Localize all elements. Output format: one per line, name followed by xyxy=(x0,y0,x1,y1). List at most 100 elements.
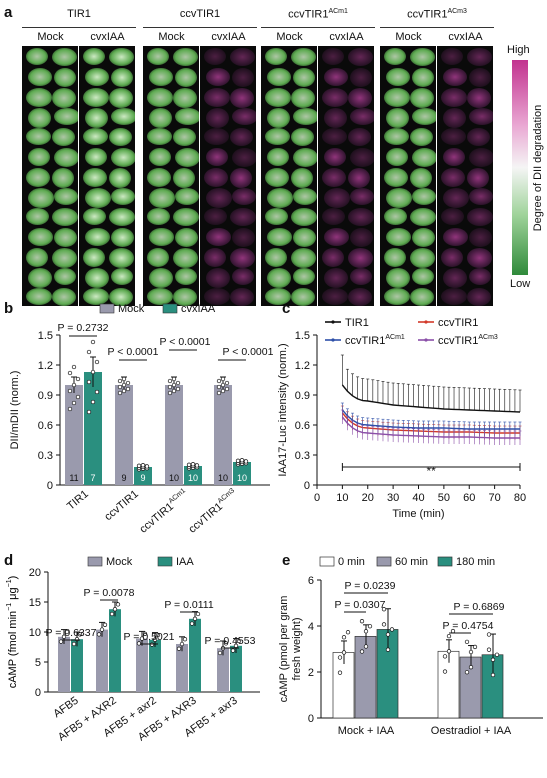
nucleus-cell xyxy=(469,228,492,247)
nucleus-cell xyxy=(173,88,197,108)
data-point xyxy=(468,649,474,655)
nucleus-cell xyxy=(443,108,466,128)
nucleus-cell xyxy=(28,68,52,86)
nucleus-cell xyxy=(83,208,106,225)
data-point xyxy=(75,394,81,400)
group-divider xyxy=(380,27,494,28)
nucleus-cell xyxy=(412,148,436,167)
nucleus-cell xyxy=(54,188,78,205)
nucleus-cell xyxy=(467,208,493,226)
x-tick-label: 20 xyxy=(362,492,374,504)
data-point xyxy=(385,647,391,652)
nucleus-cell xyxy=(54,108,78,125)
data-point xyxy=(236,638,242,644)
nucleus-cell xyxy=(26,248,48,267)
nucleus-cell xyxy=(410,208,436,226)
data-point xyxy=(486,647,492,652)
y-tick-label: 15 xyxy=(29,597,41,609)
data-point xyxy=(220,382,226,388)
bar-mock xyxy=(96,629,108,692)
y-tick-label: 1.5 xyxy=(38,330,53,342)
data-point xyxy=(490,672,496,678)
nucleus-cell xyxy=(348,88,372,108)
nucleus-cell xyxy=(149,228,174,246)
nucleus-cell xyxy=(230,168,252,188)
series-line xyxy=(341,409,520,430)
data-point xyxy=(71,400,77,406)
y-tick-label: 0 xyxy=(308,713,314,725)
micrograph-mock xyxy=(261,46,317,306)
nucleus-cell xyxy=(293,148,317,167)
data-point xyxy=(235,458,241,463)
x-tick-label: 0 xyxy=(314,492,320,504)
colorbar-high-label: High xyxy=(507,44,530,56)
nucleus-cell xyxy=(111,148,135,167)
nucleus-cell xyxy=(52,128,75,146)
nucleus-cell xyxy=(441,248,463,267)
x-tick-label: 10 xyxy=(336,492,348,504)
nucleus-cell xyxy=(443,148,465,166)
data-point xyxy=(385,632,391,637)
data-point xyxy=(442,654,448,659)
nucleus-cell xyxy=(384,88,410,107)
nucleus-cell xyxy=(230,248,255,268)
nucleus-cell xyxy=(175,268,197,285)
p-value: P = 0.0111 xyxy=(164,599,213,611)
n-label-mock: 10 xyxy=(218,473,228,483)
nucleus-cell xyxy=(467,128,490,146)
n-label-mock: 10 xyxy=(169,473,179,483)
data-point xyxy=(472,644,478,650)
n-label-treat: 9 xyxy=(140,473,145,483)
y-axis-label-line2: fresh weight) xyxy=(291,618,303,681)
nucleus-cell xyxy=(26,208,49,225)
x-axis-label: Time (min) xyxy=(392,508,444,520)
nucleus-cell xyxy=(232,268,254,285)
category-label: ccvTIR1ACm1 xyxy=(137,487,191,535)
nucleus-cell xyxy=(267,268,291,288)
treatment-column-label: cvxIAA xyxy=(448,31,483,43)
nucleus-cell xyxy=(469,188,493,205)
nucleus-cell xyxy=(28,148,50,166)
nucleus-cell xyxy=(147,288,173,305)
micrograph-mock xyxy=(22,46,78,306)
nucleus-cell xyxy=(83,128,108,145)
nucleus-cell xyxy=(109,248,134,268)
nucleus-cell xyxy=(265,88,291,107)
nucleus-cell xyxy=(386,148,408,166)
nucleus-cell xyxy=(85,268,109,288)
p-value: P = 0.0239 xyxy=(345,580,396,592)
nucleus-cell xyxy=(348,208,374,226)
series-line xyxy=(341,384,521,413)
data-point xyxy=(442,669,448,674)
nucleus-cell xyxy=(291,128,314,146)
nucleus-cell xyxy=(85,68,109,86)
nucleus-cell xyxy=(111,68,133,87)
y-tick-label: 0 xyxy=(304,480,310,492)
nucleus-cell xyxy=(410,288,434,306)
nucleus-cell xyxy=(149,268,173,288)
nucleus-cell xyxy=(322,88,348,107)
nucleus-cell xyxy=(204,208,227,225)
nucleus-cell xyxy=(441,88,467,107)
nucleus-cell xyxy=(410,248,435,268)
data-point xyxy=(102,622,108,627)
series-line xyxy=(341,412,520,434)
data-point xyxy=(90,369,96,375)
nucleus-cell xyxy=(291,48,316,66)
panel-c-chart: 0 0.3 0.6 0.9 1.2 1.5 0 10 20 30 40 50 60 70 80 Time (m… xyxy=(277,317,526,520)
legend-label: ccvTIR1ACm3 xyxy=(438,334,498,347)
panel-c-letter: c xyxy=(282,300,291,317)
bar-treat xyxy=(230,645,242,692)
data-point xyxy=(189,621,195,626)
nucleus-cell xyxy=(26,88,52,107)
legend-label: TIR1 xyxy=(345,317,369,329)
x-tick-label: 30 xyxy=(387,492,399,504)
data-point xyxy=(224,386,230,392)
nucleus-cell xyxy=(267,228,292,246)
category-label: ccvTIR1 xyxy=(102,488,141,523)
nucleus-cell xyxy=(232,148,256,167)
data-point xyxy=(149,642,155,647)
x-tick-label: 40 xyxy=(412,492,424,504)
data-point xyxy=(171,376,177,382)
y-tick-label: 5 xyxy=(35,657,41,669)
